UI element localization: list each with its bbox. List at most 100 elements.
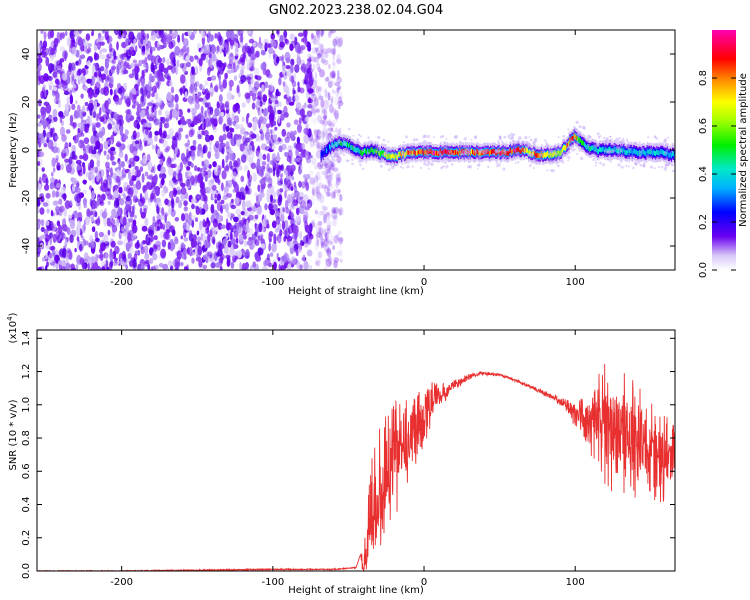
signal-halo-point xyxy=(578,149,581,152)
noise-speckle xyxy=(314,243,319,251)
signal-halo-point xyxy=(664,164,667,167)
noise-speckle xyxy=(254,214,259,220)
signal-halo-point xyxy=(487,165,490,169)
noise-speckle xyxy=(325,165,330,174)
noise-speckle xyxy=(325,174,331,184)
noise-speckle xyxy=(205,186,212,194)
signal-halo-point xyxy=(498,155,501,158)
noise-speckle xyxy=(61,218,67,228)
noise-speckle xyxy=(91,241,95,249)
noise-speckle xyxy=(129,198,133,206)
noise-speckle xyxy=(161,189,166,197)
noise-speckle xyxy=(180,74,186,84)
noise-speckle xyxy=(113,111,118,120)
signal-halo-point xyxy=(500,140,503,143)
noise-speckle xyxy=(50,30,55,39)
noise-speckle xyxy=(307,41,311,52)
signal-halo-point xyxy=(346,139,349,142)
signal-halo-point xyxy=(657,166,660,168)
noise-speckle xyxy=(112,260,118,267)
noise-speckle xyxy=(241,229,245,236)
signal-halo-point xyxy=(392,147,395,150)
signal-halo-point xyxy=(444,161,447,164)
noise-speckle xyxy=(315,233,319,240)
noise-speckle xyxy=(160,177,165,186)
noise-speckle xyxy=(206,66,211,76)
noise-speckle xyxy=(102,179,109,188)
noise-speckle xyxy=(202,192,207,202)
noise-speckle xyxy=(54,97,59,105)
signal-halo-point xyxy=(567,159,570,162)
signal-halo-point xyxy=(333,130,335,133)
noise-speckle xyxy=(91,226,96,233)
noise-speckle xyxy=(61,72,68,81)
noise-speckle xyxy=(81,105,86,113)
noise-speckle xyxy=(180,262,184,267)
noise-speckle xyxy=(129,63,135,68)
noise-speckle xyxy=(225,125,230,132)
noise-speckle xyxy=(90,216,95,222)
noise-speckle xyxy=(225,202,229,213)
noise-speckle xyxy=(99,66,105,72)
noise-speckle xyxy=(324,172,329,180)
noise-speckle xyxy=(74,248,77,253)
noise-speckle xyxy=(125,264,128,270)
noise-speckle xyxy=(338,96,343,104)
noise-speckle xyxy=(128,73,135,79)
noise-speckle xyxy=(328,63,331,70)
noise-speckle xyxy=(230,225,234,230)
noise-speckle xyxy=(174,238,179,245)
noise-speckle xyxy=(288,241,294,249)
noise-speckle xyxy=(101,114,108,124)
noise-speckle xyxy=(237,107,241,115)
signal-halo-point xyxy=(446,144,449,147)
noise-speckle xyxy=(155,240,162,248)
signal-halo-point xyxy=(630,158,634,162)
signal-halo-point xyxy=(359,135,362,138)
noise-speckle xyxy=(211,118,218,125)
noise-speckle xyxy=(110,259,114,268)
noise-speckle xyxy=(317,66,322,72)
noise-speckle xyxy=(134,198,140,203)
noise-speckle xyxy=(94,211,98,218)
noise-speckle xyxy=(208,164,212,169)
noise-speckle xyxy=(39,137,44,144)
noise-speckle xyxy=(233,133,240,140)
noise-speckle xyxy=(280,113,285,121)
noise-speckle xyxy=(225,101,228,108)
signal-halo-point xyxy=(619,149,623,152)
noise-speckle xyxy=(336,58,342,65)
noise-speckle xyxy=(225,141,230,150)
noise-speckle xyxy=(326,218,332,229)
noise-speckle xyxy=(274,126,278,131)
noise-speckle xyxy=(229,127,233,133)
signal-halo-point xyxy=(342,142,347,146)
noise-speckle xyxy=(331,120,336,127)
signal-halo-point xyxy=(359,163,362,167)
noise-speckle xyxy=(264,107,267,114)
signal-halo-point xyxy=(442,165,446,168)
signal-halo-point xyxy=(561,151,565,155)
noise-speckle xyxy=(329,171,334,177)
noise-speckle xyxy=(181,251,186,260)
noise-speckle xyxy=(66,103,69,112)
noise-speckle xyxy=(154,134,158,142)
noise-speckle xyxy=(243,262,249,268)
signal-halo-point xyxy=(510,137,513,140)
noise-speckle xyxy=(293,244,299,250)
noise-speckle xyxy=(220,199,225,205)
noise-speckle xyxy=(306,58,312,63)
noise-speckle xyxy=(148,229,154,237)
noise-speckle xyxy=(173,56,176,67)
noise-speckle xyxy=(123,52,127,58)
noise-speckle xyxy=(173,30,179,37)
noise-speckle xyxy=(191,146,197,151)
signal-halo-point xyxy=(450,163,454,166)
signal-halo-point xyxy=(563,151,566,154)
noise-speckle xyxy=(112,120,115,126)
noise-speckle xyxy=(113,50,117,60)
noise-speckle xyxy=(99,107,102,116)
signal-halo-point xyxy=(565,152,569,156)
noise-speckle xyxy=(278,56,283,61)
signal-halo-point xyxy=(459,140,462,144)
